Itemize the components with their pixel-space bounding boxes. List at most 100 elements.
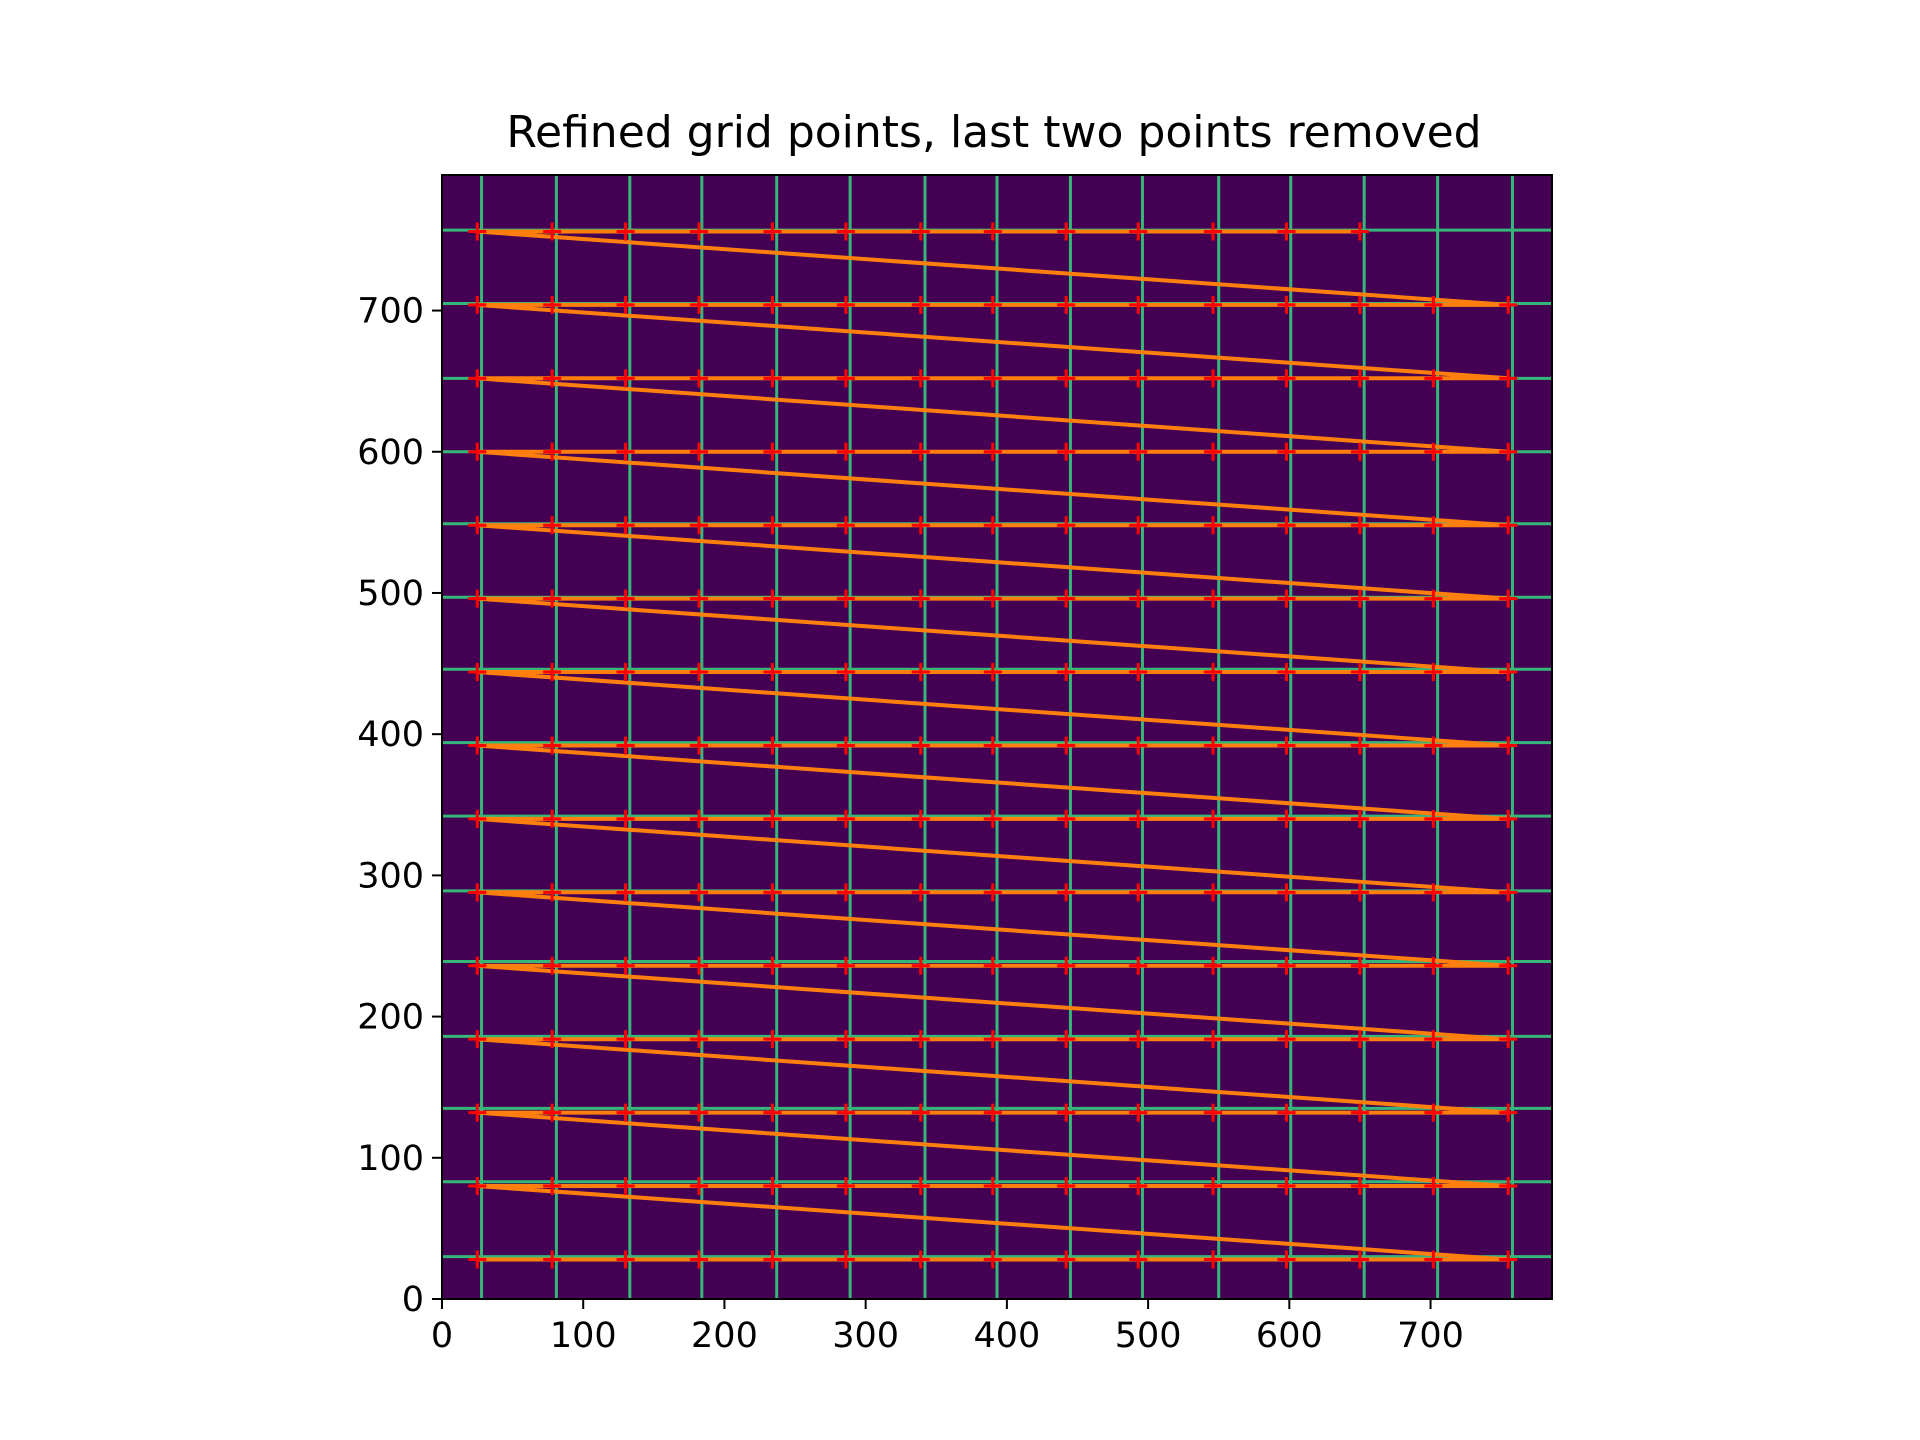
grid-point-143 <box>1057 589 1076 608</box>
grid-point-20 <box>836 1177 855 1196</box>
grid-point-167 <box>616 442 635 461</box>
grid-point-188 <box>1057 369 1076 388</box>
grid-point-4 <box>763 1250 782 1269</box>
x-tick-label-500: 500 <box>1115 1316 1182 1356</box>
x-tick-label-100: 100 <box>550 1316 617 1356</box>
grid-point-118 <box>1424 736 1443 755</box>
grid-point-83 <box>1057 883 1076 902</box>
grid-point-212 <box>616 222 635 241</box>
grid-point-34 <box>763 1103 782 1122</box>
grid-point-100 <box>1204 809 1223 828</box>
grid-point-129 <box>1129 663 1148 682</box>
grid-point-56 <box>1277 1030 1296 1049</box>
grid-point-219 <box>1129 222 1148 241</box>
grid-point-206 <box>1277 295 1296 314</box>
grid-point-42 <box>1350 1103 1369 1122</box>
grid-point-99 <box>1129 809 1148 828</box>
grid-point-60 <box>468 956 487 975</box>
grid-point-180 <box>468 369 487 388</box>
x-tick-label-300: 300 <box>832 1316 899 1356</box>
grid-point-169 <box>763 442 782 461</box>
grid-point-194 <box>1499 369 1518 388</box>
grid-point-53 <box>1057 1030 1076 1049</box>
grid-point-78 <box>690 883 709 902</box>
grid-point-82 <box>983 883 1002 902</box>
grid-point-85 <box>1204 883 1223 902</box>
grid-point-160 <box>1204 516 1223 535</box>
grid-point-137 <box>616 589 635 608</box>
grid-point-173 <box>1057 442 1076 461</box>
grid-point-107 <box>616 736 635 755</box>
grid-point-52 <box>983 1030 1002 1049</box>
grid-point-189 <box>1129 369 1148 388</box>
grid-point-74 <box>1499 956 1518 975</box>
grid-point-62 <box>616 956 635 975</box>
y-tick-label-400: 400 <box>357 715 424 755</box>
grid-point-147 <box>1350 589 1369 608</box>
grid-point-104 <box>1499 809 1518 828</box>
grid-point-41 <box>1277 1103 1296 1122</box>
grid-point-61 <box>543 956 562 975</box>
grid-point-86 <box>1277 883 1296 902</box>
grid-point-186 <box>911 369 930 388</box>
grid-point-222 <box>1350 222 1369 241</box>
grid-point-120 <box>468 663 487 682</box>
grid-point-112 <box>983 736 1002 755</box>
y-tick-label-100: 100 <box>357 1139 424 1179</box>
grid-point-184 <box>763 369 782 388</box>
grid-point-132 <box>1350 663 1369 682</box>
grid-point-2 <box>616 1250 635 1269</box>
grid-point-10 <box>1204 1250 1223 1269</box>
grid-point-73 <box>1424 956 1443 975</box>
grid-point-201 <box>911 295 930 314</box>
x-axis: 0 100 200 300 400 500 600 700 <box>431 1299 1464 1356</box>
grid-point-98 <box>1057 809 1076 828</box>
grid-point-187 <box>983 369 1002 388</box>
grid-point-193 <box>1424 369 1443 388</box>
grid-point-208 <box>1424 295 1443 314</box>
grid-point-84 <box>1129 883 1148 902</box>
chart-title: Refined grid points, last two points rem… <box>506 107 1481 158</box>
grid-point-152 <box>616 516 635 535</box>
grid-point-123 <box>690 663 709 682</box>
grid-point-199 <box>763 295 782 314</box>
plot-frame <box>441 174 1553 1300</box>
grid-point-196 <box>543 295 562 314</box>
grid-point-183 <box>690 369 709 388</box>
grid-point-22 <box>983 1177 1002 1196</box>
grid-point-54 <box>1129 1030 1148 1049</box>
grid-point-90 <box>468 809 487 828</box>
grid-point-110 <box>836 736 855 755</box>
grid-point-79 <box>763 883 782 902</box>
grid-point-156 <box>911 516 930 535</box>
grid-point-171 <box>911 442 930 461</box>
grid-point-32 <box>616 1103 635 1122</box>
grid-point-200 <box>836 295 855 314</box>
grid-point-3 <box>690 1250 709 1269</box>
grid-point-48 <box>690 1030 709 1049</box>
grid-point-117 <box>1350 736 1369 755</box>
grid-point-44 <box>1499 1103 1518 1122</box>
grid-point-28 <box>1424 1177 1443 1196</box>
grid-point-144 <box>1129 589 1148 608</box>
grid-point-63 <box>690 956 709 975</box>
grid-point-77 <box>616 883 635 902</box>
grid-point-185 <box>836 369 855 388</box>
grid-point-204 <box>1129 295 1148 314</box>
grid-point-40 <box>1204 1103 1223 1122</box>
grid-point-121 <box>543 663 562 682</box>
grid-point-49 <box>763 1030 782 1049</box>
grid-point-177 <box>1350 442 1369 461</box>
grid-point-76 <box>543 883 562 902</box>
grid-point-16 <box>543 1177 562 1196</box>
grid-point-68 <box>1057 956 1076 975</box>
grid-point-133 <box>1424 663 1443 682</box>
grid-point-87 <box>1350 883 1369 902</box>
grid-point-141 <box>911 589 930 608</box>
grid-point-97 <box>983 809 1002 828</box>
x-tick-label-200: 200 <box>691 1316 758 1356</box>
grid-point-154 <box>763 516 782 535</box>
grid-point-15 <box>468 1177 487 1196</box>
grid-point-18 <box>690 1177 709 1196</box>
grid-point-191 <box>1277 369 1296 388</box>
